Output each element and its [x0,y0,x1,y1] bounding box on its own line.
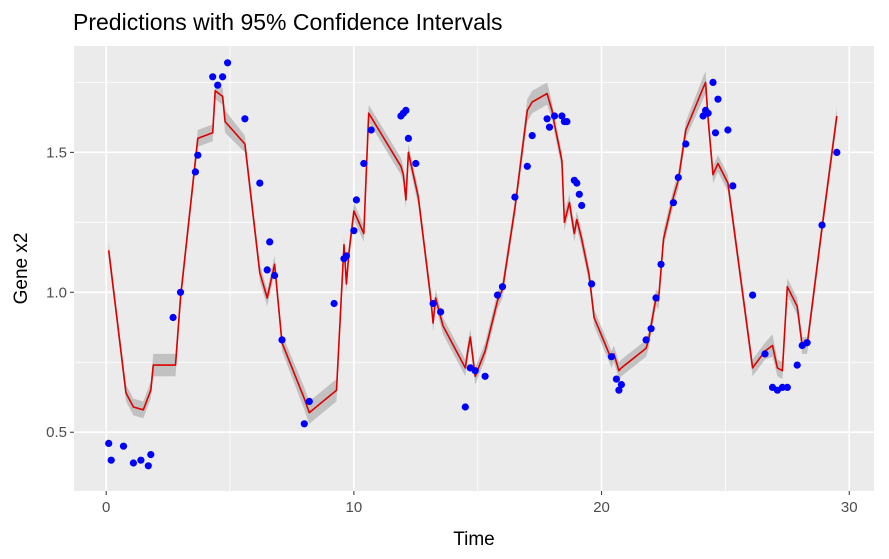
observed-point [352,196,360,204]
observed-point [137,456,145,464]
observed-point [607,353,616,361]
observed-point [761,350,769,358]
observed-point [563,118,571,126]
observed-point [749,291,757,299]
prediction-line-layer [107,81,838,414]
y-axis: 0.5 1.0 1.5 [46,144,74,441]
observed-point [241,115,249,123]
observed-point [674,173,682,182]
observed-point [107,456,115,464]
observed-point [305,397,313,405]
observed-point [803,339,811,347]
observed-point [119,442,128,450]
observed-point [263,266,271,274]
observed-point [588,280,596,288]
observed-point [550,112,559,120]
observed-point [224,59,232,67]
observed-point [543,115,551,123]
observed-point [575,190,583,198]
observed-point [493,291,502,299]
observed-point [724,126,732,134]
x-axis-label: Time [453,529,495,550]
observed-point [342,252,350,260]
observed-point [481,372,489,380]
y-tick-label: 1.5 [46,144,67,161]
observed-point [214,81,222,89]
observed-point [818,221,826,229]
observed-point [367,126,375,134]
observed-point [278,336,286,344]
observed-point [704,109,712,117]
observed-point [266,238,274,246]
y-axis-label: Gene x2 [11,233,32,305]
chart-title: Predictions with 95% Confidence Interval… [73,9,503,35]
observed-point [498,283,507,291]
observed-point [793,361,801,369]
observed-point [709,78,717,86]
observed-point [617,381,626,389]
x-tick-label: 10 [346,499,363,516]
prediction-line [107,81,838,414]
observed-point [714,95,722,103]
observed-point [615,386,623,394]
observed-point [669,199,678,207]
observed-point [437,308,445,316]
observed-point [360,159,368,168]
observed-points-layer [105,59,841,470]
plot-panel [74,46,874,491]
observed-point [429,299,437,308]
observed-point [191,168,199,176]
x-axis: 0 10 20 30 [102,491,858,516]
observed-point [682,140,690,148]
observed-point [545,123,554,131]
observed-point [471,367,479,375]
observed-point [402,106,410,114]
observed-point [657,260,665,268]
observed-point [642,336,650,344]
observed-point [511,193,519,201]
observed-point [129,459,137,467]
observed-point [523,162,531,170]
observed-point [256,179,264,187]
observed-point [558,112,566,120]
observed-point [219,73,227,81]
observed-point [271,271,279,280]
observed-point [412,159,420,168]
observed-point [833,148,841,156]
observed-point [647,325,655,333]
observed-point [176,288,185,296]
observed-point [652,294,660,302]
observed-point [300,420,308,428]
observed-point [573,179,581,187]
y-tick-label: 0.5 [46,424,67,441]
observed-point [783,383,791,391]
observed-point [105,439,113,447]
observed-point [404,134,412,142]
observed-point [612,375,621,383]
observed-point [578,201,586,210]
observed-point [144,462,152,470]
y-tick-label: 1.0 [46,284,67,301]
major-gridlines [74,46,874,491]
x-tick-label: 0 [102,499,110,516]
observed-point [194,151,202,159]
observed-point [729,182,737,190]
x-tick-label: 20 [593,499,610,516]
observed-point [528,132,536,140]
observed-point [169,313,177,322]
observed-point [330,299,338,308]
observed-point [147,451,155,459]
observed-point [711,129,720,137]
x-tick-label: 30 [841,499,858,516]
observed-point [350,227,358,235]
observed-point [461,403,469,411]
observed-point [209,73,217,81]
